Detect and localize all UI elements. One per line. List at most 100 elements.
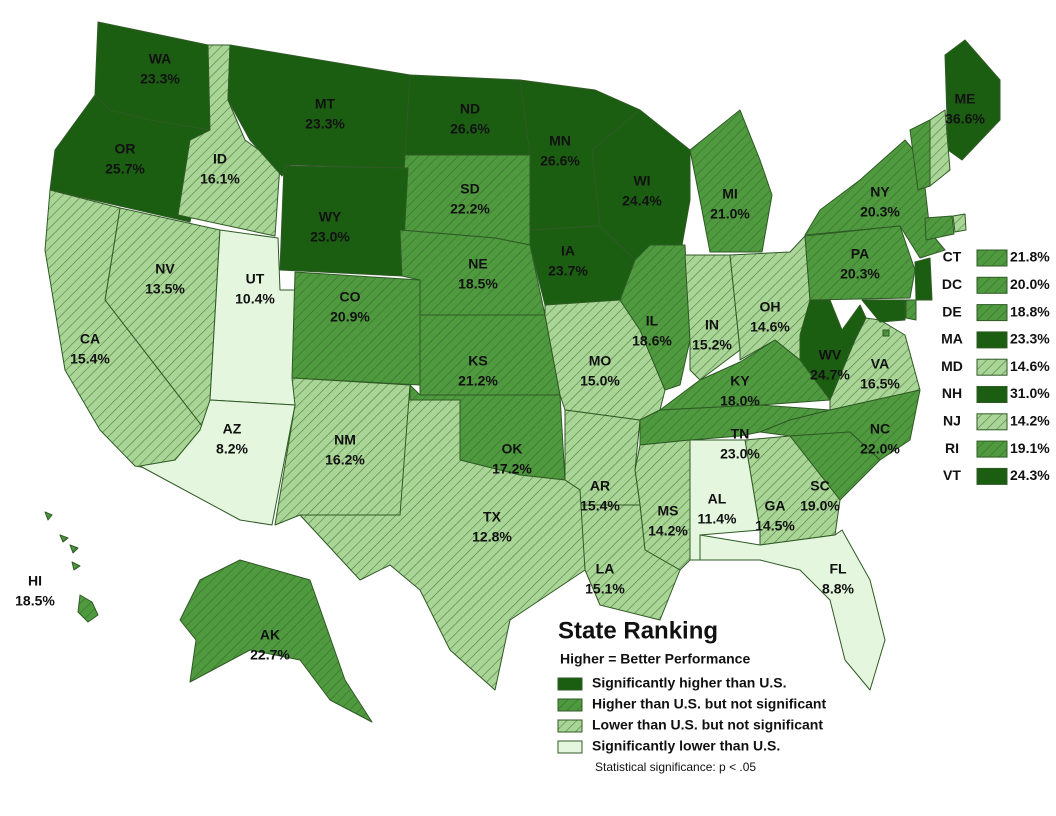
state-shape — [279, 165, 409, 277]
state-value: 20.0% — [1010, 276, 1050, 292]
state-shape — [861, 299, 906, 323]
state-abbr: UT — [246, 271, 265, 287]
state-value: 23.7% — [548, 263, 588, 279]
state-box — [976, 331, 1008, 349]
state-abbr: AK — [260, 627, 280, 643]
state-value: 20.3% — [860, 204, 900, 220]
state-value: 19.0% — [800, 498, 840, 514]
state-value: 14.6% — [750, 319, 790, 335]
state-value: 24.3% — [1010, 467, 1050, 483]
state-abbr: VA — [871, 356, 889, 372]
state-shape — [882, 329, 890, 337]
state-value: 14.6% — [1010, 358, 1050, 374]
state-value: 16.1% — [200, 171, 240, 187]
state-abbr: PA — [851, 246, 869, 262]
state-box — [976, 413, 1008, 431]
state-value: 18.8% — [1010, 303, 1050, 319]
state-value: 16.2% — [325, 452, 365, 468]
state-value: 22.2% — [450, 201, 490, 217]
state-abbr: IL — [646, 313, 659, 329]
state-abbr: NV — [155, 261, 175, 277]
state-abbr: MD — [941, 358, 963, 374]
state-shape — [44, 511, 53, 521]
state-abbr: DE — [942, 303, 961, 319]
state-value: 24.4% — [622, 193, 662, 209]
state-abbr: NY — [870, 184, 890, 200]
state-shape — [952, 213, 967, 233]
state-box — [976, 386, 1008, 403]
legend-swatch — [557, 719, 583, 733]
state-value: 23.3% — [1010, 331, 1050, 347]
state-shape — [69, 544, 79, 554]
state-value: 8.8% — [822, 581, 854, 597]
state-abbr: MT — [315, 96, 336, 112]
state-abbr: CT — [943, 249, 962, 265]
state-value: 18.6% — [632, 333, 672, 349]
state-value: 23.3% — [305, 116, 345, 132]
state-shape — [179, 559, 373, 723]
state-abbr: OK — [502, 441, 523, 457]
state-value: 36.6% — [945, 111, 985, 127]
state-value: 20.3% — [840, 266, 880, 282]
state-value: 26.6% — [540, 153, 580, 169]
state-abbr: WV — [819, 347, 842, 363]
state-value: 17.2% — [492, 461, 532, 477]
state-abbr: MN — [549, 133, 571, 149]
state-value: 13.5% — [145, 281, 185, 297]
state-abbr: TN — [731, 426, 750, 442]
state-shape — [71, 561, 81, 571]
state-abbr: MS — [658, 503, 679, 519]
state-value: 23.0% — [310, 229, 350, 245]
state-value: 15.0% — [580, 373, 620, 389]
state-value: 21.8% — [1010, 249, 1050, 265]
state-abbr: MA — [941, 331, 963, 347]
state-shape — [77, 594, 99, 623]
state-shape — [909, 119, 931, 191]
state-abbr: GA — [765, 498, 786, 514]
state-value: 18.5% — [458, 276, 498, 292]
state-box — [976, 304, 1008, 322]
state-shape — [299, 399, 586, 691]
state-shape — [699, 529, 886, 691]
state-value: 18.5% — [15, 593, 55, 609]
legend-label: Significantly higher than U.S. — [592, 675, 786, 691]
state-abbr: KY — [730, 373, 750, 389]
state-abbr: WY — [319, 209, 342, 225]
state-abbr: AR — [590, 478, 610, 494]
state-abbr: CA — [80, 331, 100, 347]
state-value: 16.5% — [860, 376, 900, 392]
state-shape — [139, 399, 296, 526]
legend-swatch — [557, 677, 583, 691]
state-abbr: CO — [340, 289, 361, 305]
state-shape — [804, 225, 916, 301]
legend-label: Significantly lower than U.S. — [592, 738, 780, 754]
state-value: 15.2% — [692, 337, 732, 353]
labels: WA 23.3% OR 25.7% ID 16.1% MT 23.3% ND 26.6% MN 26.… — [15, 51, 1050, 663]
state-value: 14.2% — [1010, 413, 1050, 429]
legend-title: State Ranking — [558, 617, 718, 644]
state-abbr: NJ — [943, 413, 961, 429]
state-abbr: RI — [945, 440, 959, 456]
legend-swatch — [557, 698, 583, 712]
state-value: 20.9% — [330, 309, 370, 325]
state-abbr: TX — [483, 509, 502, 525]
legend-swatch — [557, 740, 583, 754]
state-value: 14.5% — [755, 518, 795, 534]
state-value: 14.2% — [648, 523, 688, 539]
state-abbr: FL — [829, 561, 847, 577]
state-value: 21.2% — [458, 373, 498, 389]
state-abbr: VT — [943, 467, 961, 483]
state-shape — [914, 257, 933, 301]
state-abbr: KS — [468, 353, 487, 369]
legend-note: Statistical significance: p < .05 — [595, 760, 756, 774]
state-value: 21.0% — [710, 206, 750, 222]
state-value: 23.0% — [720, 446, 760, 462]
state-abbr: MO — [589, 353, 612, 369]
state-abbr: NE — [468, 256, 487, 272]
state-abbr: NM — [334, 432, 356, 448]
state-abbr: ID — [213, 151, 227, 167]
state-value: 23.3% — [140, 71, 180, 87]
state-shape — [829, 317, 921, 411]
